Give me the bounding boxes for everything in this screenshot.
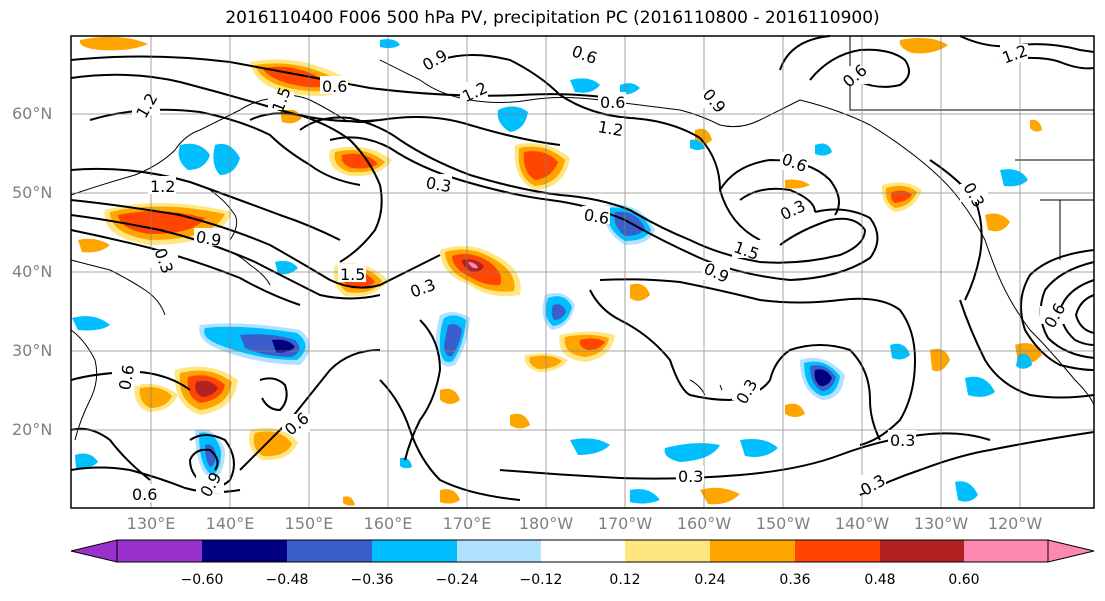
colorbar-bin (372, 540, 457, 562)
lon-label: 140°W (834, 514, 890, 533)
contour-label: 0.6 (115, 363, 138, 391)
colorbar-bin (117, 540, 202, 562)
lon-label: 130°E (126, 514, 176, 533)
lat-label: 40°N (12, 262, 53, 281)
colorbar-tick-label: −0.60 (180, 572, 224, 588)
colorbar-tick-label: −0.36 (350, 572, 394, 588)
colorbar-tick-label: −0.24 (435, 572, 479, 588)
contour-label: 0.6 (600, 93, 625, 112)
lon-label: 150°E (284, 514, 334, 533)
lon-label: 170°E (442, 514, 492, 533)
lat-label: 50°N (12, 183, 53, 202)
lon-label: 160°E (363, 514, 413, 533)
lon-label: 160°W (676, 514, 732, 533)
colorbar-bin (625, 540, 710, 562)
contour-label-bg (112, 44, 1068, 502)
coastlines (70, 36, 1095, 441)
contour-label: 1.2 (596, 117, 624, 140)
colorbar-extend-low (70, 539, 118, 563)
lon-label: 130°W (913, 514, 969, 533)
figure-title: 2016110400 F006 500 hPa PV, precipitatio… (225, 8, 880, 28)
contour-label: 0.6 (132, 485, 157, 504)
contour-label: 0.3 (890, 431, 915, 450)
colorbar-bin (880, 540, 964, 562)
colorbar-extend-high (1047, 539, 1095, 563)
lon-label: 140°E (205, 514, 255, 533)
colorbar-tick-label: −0.48 (265, 572, 309, 588)
contour-label: 0.3 (678, 467, 703, 486)
colorbar-bin (287, 540, 372, 562)
colorbar-tick-label: 0.48 (864, 572, 896, 588)
contour-label: 1.2 (150, 177, 175, 196)
graticule (71, 36, 1094, 508)
colorbar (70, 539, 1095, 563)
colorbar-tick-label: −0.12 (519, 572, 563, 588)
colorbar-tick-label: 0.12 (609, 572, 641, 588)
colorbar-bin (795, 540, 880, 562)
contour-label: 0.9 (194, 227, 222, 250)
contour-label: 0.6 (582, 205, 610, 228)
lon-label: 150°W (755, 514, 811, 533)
colorbar-bin (964, 540, 1048, 562)
colorbar-bin (710, 540, 795, 562)
colorbar-tick-label: 0.36 (779, 572, 811, 588)
colorbar-bin (457, 540, 541, 562)
colorbar-tick-label: 0.60 (948, 572, 980, 588)
lon-label: 120°W (987, 514, 1043, 533)
colorbar-tick-label: 0.24 (694, 572, 726, 588)
lat-label: 60°N (12, 104, 53, 123)
contour-label: 0.6 (322, 77, 347, 96)
lat-label: 20°N (12, 420, 53, 439)
negative-precip-blobs (72, 39, 1032, 504)
contour-label: 1.5 (340, 265, 365, 284)
colorbar-bin (541, 540, 625, 562)
lon-label: 170°W (597, 514, 653, 533)
contour-label: 0.3 (424, 173, 452, 196)
map-frame (70, 35, 1095, 509)
colorbar-bin (202, 540, 287, 562)
lon-label: 180°W (518, 514, 574, 533)
lat-label: 30°N (12, 341, 53, 360)
